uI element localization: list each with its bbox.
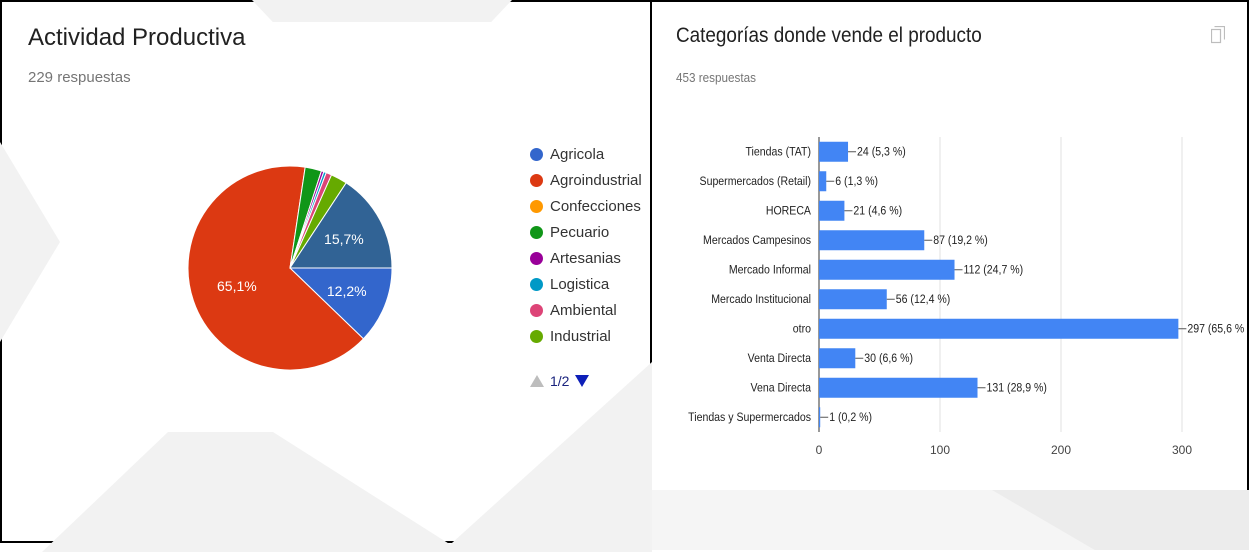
data-label: 87 (19,2 %) [933,235,988,248]
bar[interactable] [819,289,887,310]
legend-item[interactable]: Artesanias [530,248,621,268]
category-label: Mercado Institucional [711,294,811,307]
x-tick-label: 100 [930,443,950,457]
pie-chart: 12,2% 65,1% 15,7% [187,165,393,371]
pie-slice[interactable] [288,267,393,340]
legend-label: Artesanias [550,249,621,267]
category-label: Mercado Informal [729,264,811,277]
category-label: Vena Directa [751,382,812,395]
data-label: 112 (24,7 %) [964,264,1024,277]
legend-swatch [530,277,543,291]
category-label: Venta Directa [748,353,812,366]
legend-swatch [530,225,543,239]
slice-label: 15,7% [324,231,364,247]
pie-chart-card: Actividad Productiva 229 respuestas 12,2… [0,0,652,552]
category-label: Tiendas (TAT) [746,146,812,159]
category-label: HORECA [766,205,812,218]
slice-label: 12,2% [327,283,367,299]
pie-slice[interactable] [187,165,365,371]
data-label: 24 (5,3 %) [857,146,906,159]
bar[interactable] [819,259,955,280]
bar[interactable] [819,407,821,428]
data-label: 1 (0,2 %) [829,412,872,425]
bar-chart-card: Categorías donde vende el producto 453 r… [652,0,1249,550]
category-label: otro [793,323,811,336]
bar[interactable] [819,377,978,398]
chart-title: Actividad Productiva [28,24,246,51]
bar-chart: 0 100 200 300 Tiendas (TAT) 24 (5,3 %) Superme… [688,137,1244,457]
legend-label: Agroindustrial [550,171,642,189]
category-label: Mercados Campesinos [703,235,811,248]
legend-item[interactable]: Confecciones [530,196,641,216]
chart-title: Categorías donde vende el producto [676,24,982,47]
copy-icon[interactable] [1211,26,1225,44]
legend-item[interactable]: Agricola [530,144,604,164]
data-label: 297 (65,6 % [1187,323,1244,336]
bar[interactable] [819,230,925,251]
data-label: 6 (1,3 %) [835,176,878,189]
legend-label: Pecuario [550,223,610,241]
category-label: Tiendas y Supermercados [688,412,811,425]
legend-item[interactable]: Ambiental [530,300,617,320]
data-label: 30 (6,6 %) [864,353,913,366]
legend-item[interactable]: Pecuario [530,222,609,242]
legend-label: Agricola [550,145,605,163]
bar[interactable] [819,171,827,192]
legend-swatch [530,251,543,265]
category-label: Supermercados (Retail) [700,176,812,189]
legend-item[interactable]: Logistica [530,274,609,294]
pie-slice[interactable] [289,182,393,269]
bar[interactable] [819,348,856,369]
response-count: 453 respuestas [676,70,757,85]
pager-text: 1/2 [550,373,570,389]
response-count: 229 respuestas [28,69,131,86]
legend-swatch [530,329,543,343]
pager-next-icon[interactable] [575,375,590,387]
legend-item[interactable]: Industrial [530,326,611,346]
legend-label: Industrial [550,327,611,345]
bar[interactable] [819,141,849,162]
x-tick-label: 0 [816,443,823,457]
x-tick-label: 300 [1172,443,1192,457]
pager-prev-icon[interactable] [530,375,544,387]
legend-pager: 1/2 [530,373,590,389]
x-tick-label: 200 [1051,443,1071,457]
legend-swatch [530,199,543,213]
legend-label: Confecciones [550,197,641,215]
legend-swatch [530,173,543,187]
background-shape [42,432,462,552]
background-shape [252,0,512,22]
bar[interactable] [819,200,845,221]
data-label: 56 (12,4 %) [896,294,951,307]
legend-swatch [530,147,543,161]
data-label: 21 (4,6 %) [853,205,902,218]
bar[interactable] [819,318,1179,339]
legend-label: Logistica [550,275,610,293]
slice-label: 65,1% [217,278,257,294]
legend-label: Ambiental [550,301,617,319]
legend-swatch [530,303,543,317]
legend-item[interactable]: Agroindustrial [530,170,642,190]
data-label: 131 (28,9 %) [987,382,1048,395]
background-shape [442,362,652,552]
